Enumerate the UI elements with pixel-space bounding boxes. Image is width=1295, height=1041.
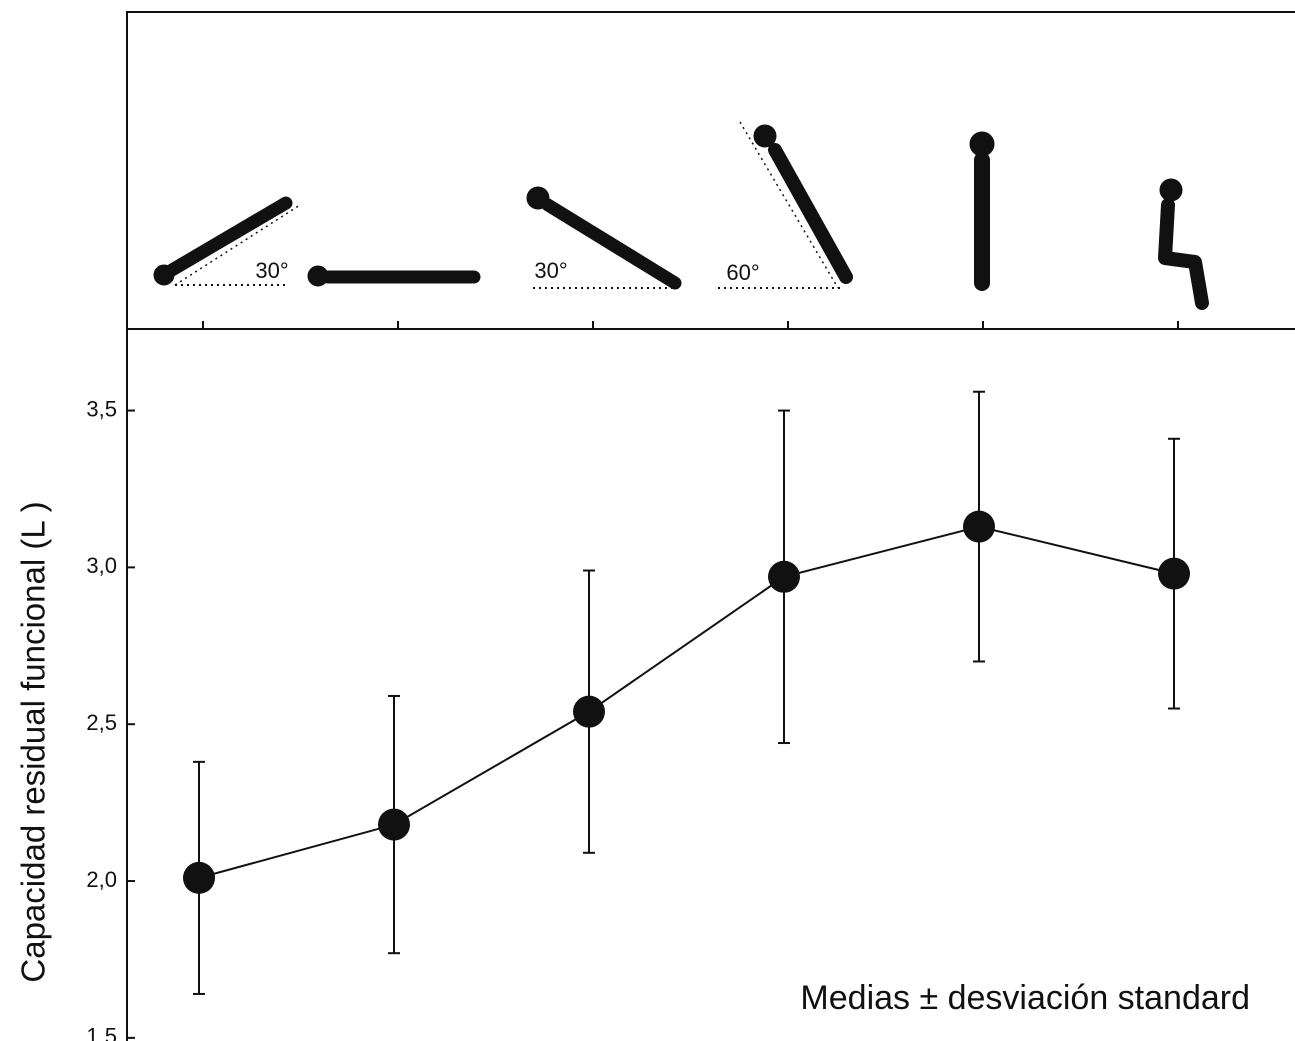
chart: 30° 30° 60° Capacidad residual funcional… bbox=[0, 0, 1295, 1041]
y-tick-label: 3,0 bbox=[86, 553, 117, 578]
data-point bbox=[963, 511, 995, 543]
figure-supine bbox=[308, 266, 474, 286]
plot-frame bbox=[127, 12, 1295, 1041]
data-point bbox=[183, 862, 215, 894]
figure-standing bbox=[970, 132, 994, 283]
data-point bbox=[378, 809, 410, 841]
posture-figures bbox=[154, 122, 1202, 303]
figure-sitting bbox=[1160, 179, 1202, 303]
y-tick-label: 2,5 bbox=[86, 710, 117, 735]
y-tick-label: 2,0 bbox=[86, 867, 117, 892]
y-tick-label: 1,5 bbox=[86, 1024, 117, 1041]
angle-label: 30° bbox=[255, 258, 288, 283]
angle-label: 30° bbox=[534, 258, 567, 283]
page: {"chart_data": {"type": "line", "y_label… bbox=[0, 0, 1295, 1041]
y-axis-label: Capacidad residual funcional (L ) bbox=[15, 501, 52, 982]
data-point bbox=[768, 561, 800, 593]
data-line bbox=[199, 527, 1174, 878]
annotation: Medias ± desviación standard bbox=[800, 979, 1250, 1017]
data-point bbox=[1158, 558, 1190, 590]
y-tick-label: 3,5 bbox=[86, 396, 117, 421]
angle-label: 60° bbox=[726, 260, 759, 285]
data-point bbox=[573, 696, 605, 728]
